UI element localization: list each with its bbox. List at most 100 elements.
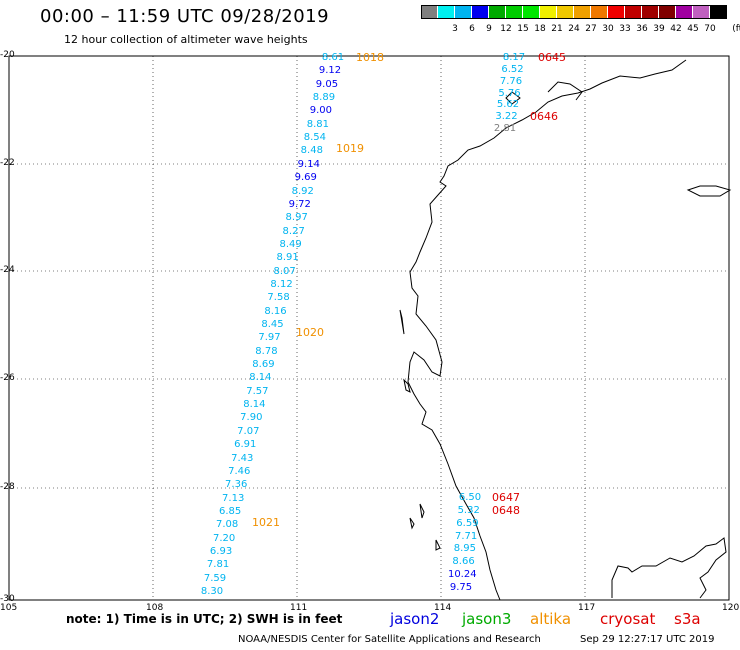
wave-height-value: 7.59 [203,572,227,584]
wave-height-value: 6.93 [209,545,233,557]
scale-label: 9 [486,24,492,34]
scale-label: 36 [636,24,648,34]
graticule [9,56,729,600]
legend-s3a: s3a [674,610,701,628]
scale-label: 30 [602,24,614,34]
lat-tick: -30 [0,594,15,604]
scale-swatch [710,5,726,19]
lat-tick: -28 [0,482,15,492]
wave-height-value: 8.78 [255,345,278,357]
wave-height-value: 7.36 [225,479,248,491]
lon-tick: 114 [434,603,452,613]
cryosat-pass-time: 0645 [538,51,566,64]
legend-jason3: jason3 [462,610,512,628]
legend-altika: altika [530,610,572,628]
wave-height-value: 5.32 [457,504,480,516]
scale-swatch [608,5,624,19]
wave-height-value: 10.24 [447,569,477,581]
scale-swatch [625,5,641,19]
lat-tick: -24 [0,265,15,275]
altika-pass-time: 1018 [356,51,384,64]
scale-label: 6 [469,24,475,34]
scale-label: 33 [619,24,631,34]
scale-swatch [523,5,539,19]
wave-height-value: 7.97 [258,332,281,344]
wave-height-value: 7.71 [455,530,478,542]
scale-swatch [557,5,573,19]
wave-height-value: 6.59 [456,517,479,529]
wave-height-value: 8.81 [306,118,330,130]
wave-height-value: 8.07 [273,265,296,277]
legend-jason2: jason2 [390,610,440,628]
scale-label: 15 [517,24,529,34]
wave-height-value: 6.91 [234,439,257,451]
lon-tick: 108 [146,603,164,613]
wave-height-value: 8.89 [312,92,336,104]
scale-swatch [489,5,505,19]
wave-height-value: 8.61 [321,52,345,63]
lon-tick: 111 [290,603,308,613]
scale-label: 45 [687,24,699,34]
cryosat-pass-time: 0648 [492,504,520,517]
lat-tick: -22 [0,158,15,168]
wave-height-value: 9.69 [294,172,317,184]
wave-height-value: 8.97 [285,212,308,224]
scale-swatch [642,5,658,19]
scale-swatch [659,5,675,19]
scale-label: 24 [568,24,580,34]
wave-height-value: 8.95 [453,543,476,555]
wave-height-value: 8.54 [303,132,326,144]
altika-pass-time: 1020 [296,326,324,339]
scale-label: 12 [500,24,512,34]
scale-label: 18 [534,24,546,34]
wave-height-value: 8.14 [243,399,266,411]
wave-height-value: 2.81 [493,123,517,134]
map-title: 00:00 – 11:59 UTC 09/28/2019 [40,6,330,27]
wave-height-value: 7.57 [246,385,269,397]
scale-swatch [591,5,607,19]
scale-unit: (ft) [732,24,740,34]
scale-swatch [574,5,590,19]
generated-timestamp: Sep 29 12:27:17 UTC 2019 [580,634,715,645]
altika-pass-time: 1021 [252,516,280,529]
scale-swatch [693,5,709,19]
wave-height-value: 7.90 [240,412,263,424]
lon-tick: 105 [0,603,18,613]
wave-height-value: 8.30 [200,586,224,597]
wave-height-value: 5.62 [496,99,520,111]
wave-height-value: 8.14 [249,372,272,384]
wave-height-value: 8.66 [452,556,475,568]
scale-swatch [506,5,522,19]
wave-height-value: 6.85 [219,505,242,517]
coastline [399,59,732,601]
cryosat-pass-time: 0647 [492,491,520,504]
scale-swatch [438,5,454,19]
wave-height-value: 8.92 [291,185,314,197]
scale-swatch [540,5,556,19]
wave-height-value: 9.72 [288,198,311,210]
scale-label: 21 [551,24,563,34]
scale-label: 42 [670,24,682,34]
wave-height-value: 8.49 [279,238,302,250]
wave-height-value: 9.75 [449,582,473,593]
wave-height-value: 7.07 [237,425,260,437]
scale-swatch [455,5,471,19]
cryosat-pass-time: 0646 [530,110,558,123]
scale-swatch [676,5,692,19]
wave-height-value: 8.17 [502,52,526,63]
scale-label: 39 [653,24,665,34]
lon-tick: 120 [722,603,740,613]
wave-height-value: 8.12 [270,278,293,290]
wave-height-value: 7.08 [215,519,239,531]
wave-height-value: 8.48 [300,145,323,157]
wave-height-value: 9.12 [318,65,342,77]
map-subtitle: 12 hour collection of altimeter wave hei… [64,33,308,46]
lat-tick: -26 [0,373,15,383]
wave-height-value: 7.43 [231,452,254,464]
wave-height-value: 6.50 [458,492,482,503]
lat-tick: -20 [0,50,15,60]
wave-height-value: 8.27 [282,225,305,237]
wave-height-value: 8.91 [276,252,299,264]
lon-tick: 117 [578,603,596,613]
